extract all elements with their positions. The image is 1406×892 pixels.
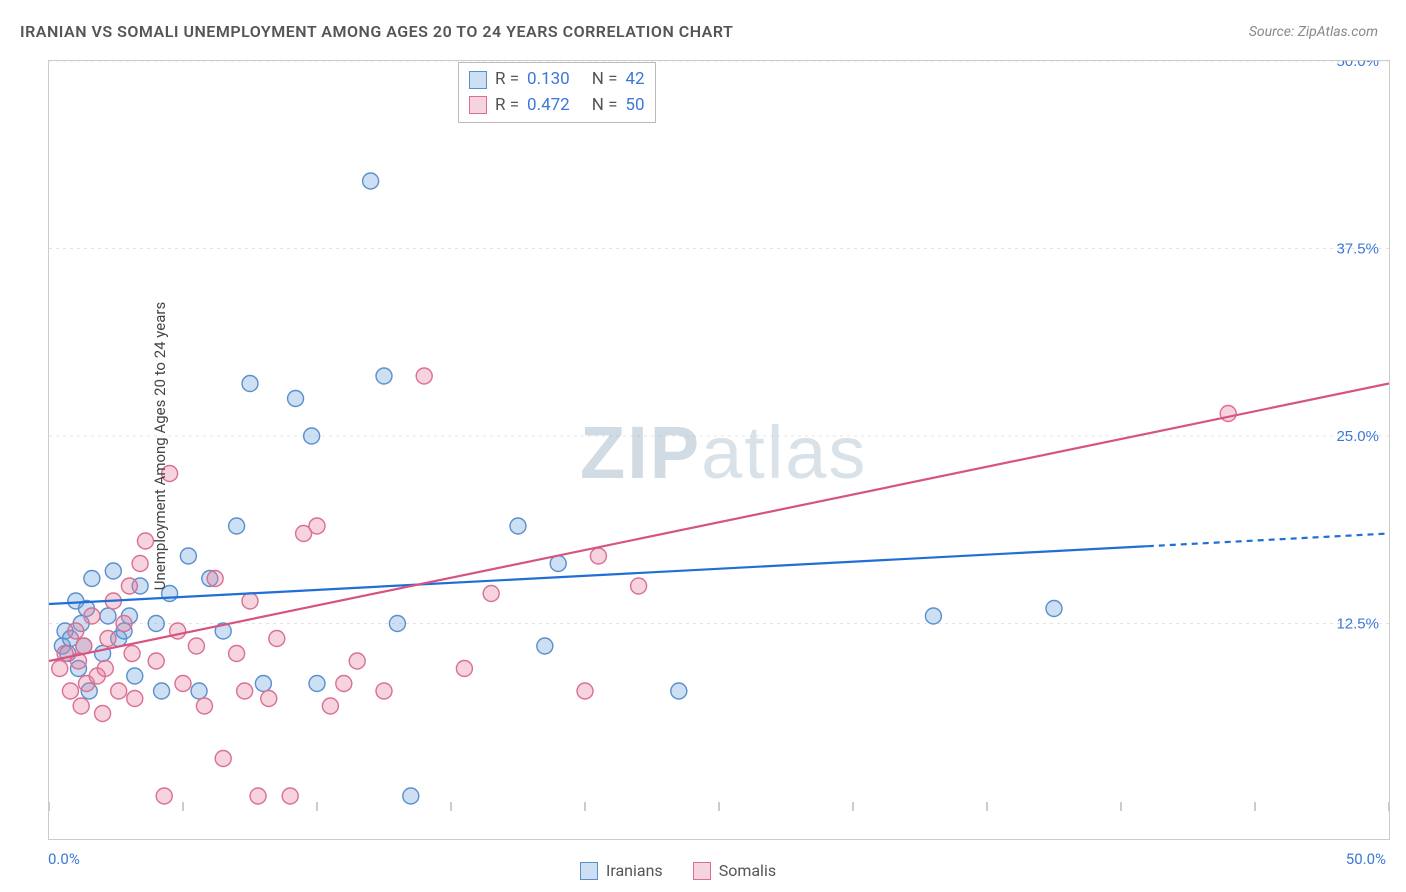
data-point	[148, 616, 164, 632]
data-point	[148, 653, 164, 669]
data-point	[309, 518, 325, 534]
y-tick-label: 50.0%	[1336, 61, 1379, 70]
data-point	[363, 173, 379, 189]
data-point	[483, 586, 499, 602]
data-point	[105, 563, 121, 579]
data-point	[304, 428, 320, 444]
data-point	[671, 683, 687, 699]
data-point	[590, 548, 606, 564]
y-tick-label: 25.0%	[1336, 428, 1379, 445]
data-point	[116, 616, 132, 632]
data-point	[250, 788, 266, 804]
data-point	[95, 706, 111, 722]
data-point	[111, 683, 127, 699]
data-point	[188, 638, 204, 654]
data-point	[124, 646, 140, 662]
data-point	[180, 548, 196, 564]
data-point	[68, 623, 84, 639]
data-point	[255, 676, 271, 692]
data-point	[229, 518, 245, 534]
data-point	[100, 631, 116, 647]
data-point	[84, 608, 100, 624]
legend-swatch	[469, 71, 487, 89]
data-point	[132, 556, 148, 572]
legend-label: Somalis	[719, 861, 776, 880]
data-point	[510, 518, 526, 534]
data-point	[191, 683, 207, 699]
data-point	[261, 691, 277, 707]
data-point	[376, 683, 392, 699]
data-point	[127, 691, 143, 707]
data-point	[456, 661, 472, 677]
data-point	[376, 368, 392, 384]
data-point	[97, 661, 113, 677]
n-value: 50	[625, 93, 644, 119]
data-point	[229, 646, 245, 662]
data-point	[127, 668, 143, 684]
y-tick-label: 37.5%	[1336, 241, 1379, 258]
data-point	[73, 698, 89, 714]
data-point	[242, 593, 258, 609]
data-point	[84, 571, 100, 587]
data-point	[242, 376, 258, 392]
x-axis-origin-label: 0.0%	[48, 850, 80, 868]
legend-label: Iranians	[606, 861, 663, 880]
data-point	[309, 676, 325, 692]
r-value: 0.130	[527, 67, 570, 93]
data-point	[156, 788, 172, 804]
data-point	[52, 661, 68, 677]
legend-swatch	[580, 862, 598, 880]
data-point	[550, 556, 566, 572]
source-prefix: Source:	[1249, 24, 1298, 40]
y-axis-label: Unemployment Among Ages 20 to 24 years	[151, 302, 169, 590]
data-point	[282, 788, 298, 804]
data-point	[215, 751, 231, 767]
legend-item: Somalis	[693, 861, 776, 880]
chart-title: IRANIAN VS SOMALI UNEMPLOYMENT AMONG AGE…	[20, 22, 733, 41]
data-point	[121, 578, 137, 594]
data-point	[631, 578, 647, 594]
data-point	[577, 683, 593, 699]
stats-row: R = 0.130 N = 42	[469, 67, 645, 93]
data-point	[288, 391, 304, 407]
data-point	[1046, 601, 1062, 617]
data-point	[100, 608, 116, 624]
data-point	[403, 788, 419, 804]
data-point	[154, 683, 170, 699]
data-point	[389, 616, 405, 632]
stats-row: R = 0.472 N = 50	[469, 93, 645, 119]
r-label: R =	[495, 67, 519, 93]
data-point	[336, 676, 352, 692]
data-point	[322, 698, 338, 714]
data-point	[1220, 406, 1236, 422]
r-label: R =	[495, 93, 519, 119]
r-value: 0.472	[527, 93, 570, 119]
bottom-legend: Iranians Somalis	[580, 861, 776, 880]
legend-swatch	[693, 862, 711, 880]
data-point	[925, 608, 941, 624]
scatter-chart-svg: 12.5% 25.0% 37.5% 50.0%	[49, 61, 1389, 839]
n-label: N =	[592, 93, 618, 119]
legend-item: Iranians	[580, 861, 663, 880]
data-point	[416, 368, 432, 384]
x-axis-max-label: 50.0%	[1346, 850, 1386, 868]
data-point	[349, 653, 365, 669]
n-label: N =	[592, 67, 618, 93]
chart-area: 12.5% 25.0% 37.5% 50.0%	[48, 60, 1390, 840]
source-name: ZipAtlas.com	[1298, 24, 1378, 40]
data-point	[537, 638, 553, 654]
y-tick-label: 12.5%	[1336, 616, 1379, 633]
legend-swatch	[469, 96, 487, 114]
data-point	[175, 676, 191, 692]
n-value: 42	[625, 67, 644, 93]
data-point	[62, 683, 78, 699]
data-point	[269, 631, 285, 647]
data-point	[237, 683, 253, 699]
data-point	[207, 571, 223, 587]
chart-source: Source: ZipAtlas.com	[1249, 24, 1378, 40]
stats-info-box: R = 0.130 N = 42 R = 0.472 N = 50	[458, 62, 656, 123]
data-point	[196, 698, 212, 714]
